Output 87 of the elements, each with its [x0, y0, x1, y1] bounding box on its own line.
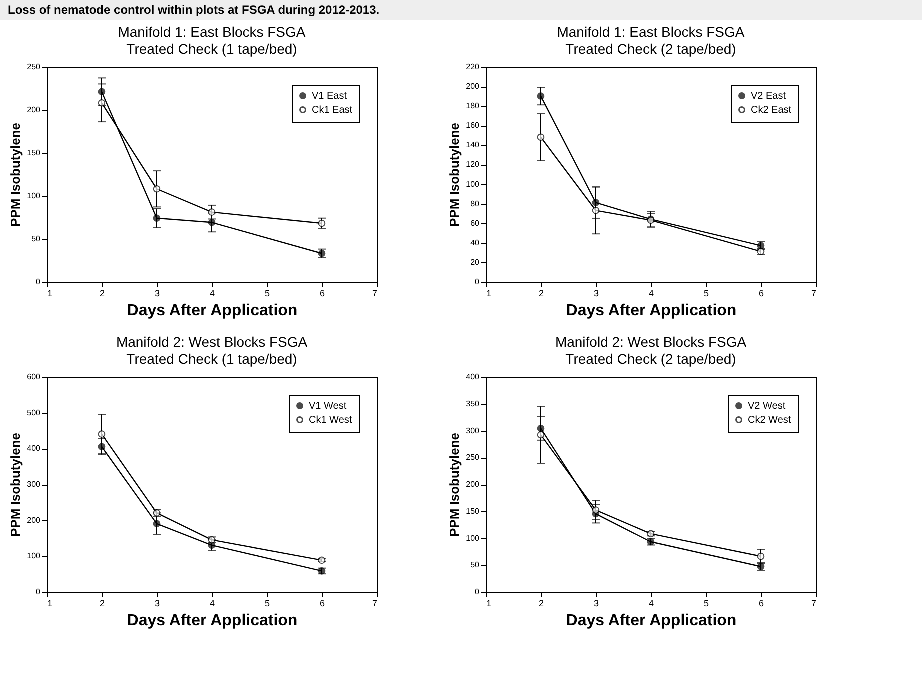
chart-subtitle: Treated Check (1 tape/bed)	[126, 41, 298, 57]
y-tick-label: 50	[32, 234, 42, 244]
x-tick-label: 1	[486, 288, 492, 298]
chart-title: Manifold 1: East Blocks FSGA	[557, 24, 746, 40]
x-tick-label: 6	[758, 598, 764, 608]
x-tick-label: 4	[648, 288, 654, 298]
y-tick-label: 0	[475, 588, 480, 596]
y-tick-label: 300	[27, 480, 42, 489]
x-tick-label: 6	[758, 288, 764, 298]
legend-label: Ck2 East	[751, 105, 792, 116]
x-tick-label: 7	[811, 598, 816, 608]
x-tick-label: 4	[210, 288, 216, 298]
y-tick-label: 100	[466, 180, 480, 189]
y-tick-label: 100	[27, 552, 42, 561]
x-tick-label: 2	[538, 288, 544, 298]
y-tick-label: 200	[466, 82, 480, 92]
y-tick-label: 300	[466, 426, 480, 436]
y-tick-label: 200	[466, 480, 480, 489]
y-tick-label: 140	[466, 140, 480, 150]
y-tick-label: 400	[466, 372, 480, 382]
y-tick-label: 0	[36, 588, 42, 596]
y-axis-title: PPM Isobutylene	[8, 432, 24, 538]
y-tick-label: 350	[466, 399, 480, 408]
y-tick-label: 100	[27, 192, 42, 200]
x-tick-label: 4	[648, 598, 654, 608]
x-tick-label: 1	[48, 598, 53, 608]
x-tick-label: 7	[372, 288, 378, 298]
x-axis-title: Days After Application	[566, 302, 737, 320]
chart-subtitle: Treated Check (1 tape/bed)	[126, 351, 298, 367]
chart-title: Manifold 2: West Blocks FSGA	[116, 334, 308, 350]
legend-label: V2 West	[748, 401, 786, 412]
y-tick-label: 60	[470, 218, 480, 228]
y-tick-label: 160	[466, 121, 480, 130]
x-tick-label: 1	[48, 288, 53, 298]
x-axis-title: Days After Application	[127, 302, 298, 320]
chart-subtitle: Treated Check (2 tape/bed)	[566, 351, 736, 367]
y-tick-label: 50	[470, 560, 480, 570]
x-tick-label: 6	[320, 598, 326, 608]
y-tick-label: 150	[466, 506, 480, 516]
y-tick-label: 200	[27, 106, 42, 114]
legend-label: V2 East	[751, 91, 786, 102]
x-tick-label: 5	[264, 598, 270, 608]
y-tick-label: 180	[466, 102, 480, 111]
chart-title: Manifold 2: West Blocks FSGA	[555, 334, 748, 350]
y-tick-label: 200	[27, 516, 42, 525]
y-tick-label: 250	[27, 62, 42, 72]
x-tick-label: 5	[704, 288, 710, 298]
text: Loss of nematode control within plots at FSGA during 2012-2013.	[8, 3, 381, 17]
legend-label: V1 West	[309, 401, 347, 412]
x-tick-label: 6	[320, 288, 326, 298]
y-tick-label: 400	[27, 444, 42, 454]
y-axis-title: PPM Isobutylene	[447, 122, 462, 228]
x-tick-label: 3	[594, 598, 600, 608]
x-tick-label: 5	[264, 288, 270, 298]
y-tick-label: 150	[27, 148, 42, 158]
x-tick-label: 7	[811, 288, 816, 298]
x-tick-label: 7	[372, 598, 378, 608]
legend-label: V1 East	[312, 91, 348, 102]
x-tick-label: 4	[210, 598, 216, 608]
chart-title: Manifold 1: East Blocks FSGA	[118, 24, 306, 40]
y-tick-label: 250	[466, 453, 480, 462]
y-tick-label: 40	[470, 238, 480, 248]
y-tick-label: 0	[475, 278, 480, 286]
y-tick-label: 500	[27, 408, 42, 418]
x-tick-label: 2	[538, 598, 544, 608]
y-tick-label: 20	[470, 258, 480, 267]
y-tick-label: 120	[466, 160, 480, 170]
y-axis-title: PPM Isobutylene	[8, 122, 24, 228]
x-axis-title: Days After Application	[127, 612, 298, 630]
legend-label: Ck1 West	[309, 415, 352, 426]
y-tick-label: 600	[27, 372, 42, 382]
y-tick-label: 80	[470, 199, 480, 208]
x-tick-label: 1	[486, 598, 492, 608]
x-tick-label: 3	[594, 288, 600, 298]
x-tick-label: 5	[704, 598, 710, 608]
x-tick-label: 3	[154, 598, 160, 608]
y-axis-title: PPM Isobutylene	[447, 432, 462, 538]
chart-subtitle: Treated Check (2 tape/bed)	[566, 41, 736, 57]
x-axis-title: Days After Application	[566, 612, 737, 630]
y-tick-label: 100	[466, 534, 480, 543]
x-tick-label: 2	[100, 598, 106, 608]
y-tick-label: 220	[466, 62, 480, 72]
legend-label: Ck2 West	[748, 415, 792, 426]
legend-label: Ck1 East	[312, 105, 353, 116]
x-tick-label: 2	[100, 288, 106, 298]
y-tick-label: 0	[36, 278, 42, 286]
x-tick-label: 3	[154, 288, 160, 298]
